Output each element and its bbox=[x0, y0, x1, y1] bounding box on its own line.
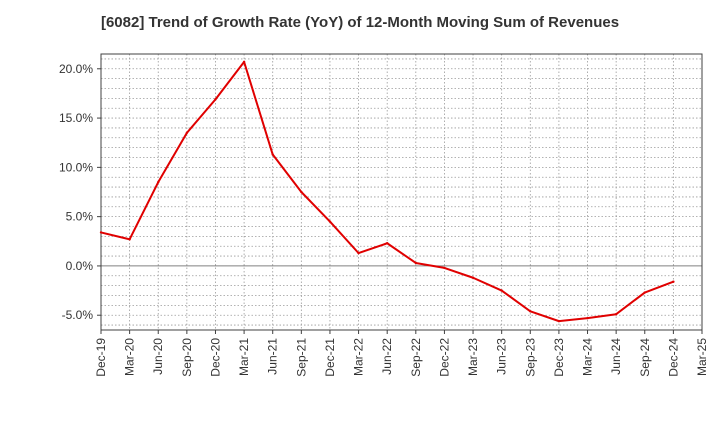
data-point bbox=[414, 261, 418, 265]
plot-frame bbox=[100, 53, 703, 331]
x-tick-label: Dec-21 bbox=[323, 338, 337, 377]
y-tick-label: 5.0% bbox=[66, 210, 94, 224]
chart-title: [6082] Trend of Growth Rate (YoY) of 12-… bbox=[100, 14, 620, 31]
data-point bbox=[99, 231, 103, 234]
gridlines bbox=[100, 54, 703, 330]
data-point bbox=[443, 266, 446, 270]
x-tick-label: Sep-23 bbox=[523, 338, 537, 377]
x-tick-label: Sep-22 bbox=[409, 338, 423, 377]
x-tick-label: Sep-24 bbox=[638, 338, 652, 377]
data-point bbox=[586, 316, 589, 320]
x-tick-label: Mar-21 bbox=[237, 338, 251, 376]
data-point bbox=[500, 289, 503, 292]
data-point bbox=[672, 280, 675, 283]
y-tick-label: 15.0% bbox=[59, 111, 93, 125]
y-tick-label: 10.0% bbox=[59, 160, 93, 174]
x-tick-label: Jun-23 bbox=[495, 338, 509, 375]
data-point bbox=[529, 310, 532, 313]
data-point bbox=[328, 220, 332, 223]
data-point bbox=[271, 153, 274, 156]
data-point bbox=[557, 319, 561, 323]
data-point bbox=[471, 276, 475, 279]
data-point bbox=[128, 238, 131, 241]
x-tick-label: Dec-23 bbox=[552, 338, 566, 377]
x-tick-label: Sep-21 bbox=[294, 338, 308, 377]
x-tick-label: Jun-22 bbox=[380, 338, 394, 375]
x-tick-label: Dec-20 bbox=[208, 338, 222, 377]
data-point bbox=[185, 131, 189, 135]
data-point bbox=[300, 190, 303, 194]
data-point bbox=[357, 251, 360, 255]
x-tick-label: Mar-25 bbox=[695, 338, 709, 376]
plot-area bbox=[101, 54, 702, 330]
x-tick-label: Dec-22 bbox=[437, 338, 451, 377]
x-tick-label: Sep-20 bbox=[180, 338, 194, 377]
x-tick-label: Jun-21 bbox=[266, 338, 280, 375]
data-point bbox=[242, 60, 246, 64]
x-tick-label: Dec-24 bbox=[666, 338, 680, 377]
x-tick-label: Jun-20 bbox=[151, 338, 165, 375]
y-tick-label: -5.0% bbox=[62, 308, 94, 322]
data-point bbox=[614, 313, 618, 316]
series-layer bbox=[99, 60, 675, 323]
x-tick-label: Jun-24 bbox=[609, 338, 623, 375]
x-tick-label: Mar-23 bbox=[466, 338, 480, 376]
data-point bbox=[214, 98, 217, 101]
x-tick-label: Mar-24 bbox=[581, 338, 595, 376]
data-point bbox=[385, 242, 389, 245]
x-tick-label: Mar-22 bbox=[352, 338, 366, 376]
y-tick-label: 20.0% bbox=[59, 62, 93, 76]
y-tick-label: 0.0% bbox=[66, 259, 94, 273]
x-axis: Dec-19 Mar-20 Jun-20 Sep-20 Dec-20 Mar-21 Jun-… bbox=[94, 330, 709, 377]
data-point bbox=[157, 180, 160, 184]
y-axis: -5.0% 0.0% 5.0% 10.0% 15.0% 20.0% bbox=[59, 62, 101, 322]
x-tick-label: Dec-19 bbox=[94, 338, 108, 377]
data-point bbox=[643, 291, 646, 294]
x-tick-label: Mar-20 bbox=[123, 338, 137, 376]
